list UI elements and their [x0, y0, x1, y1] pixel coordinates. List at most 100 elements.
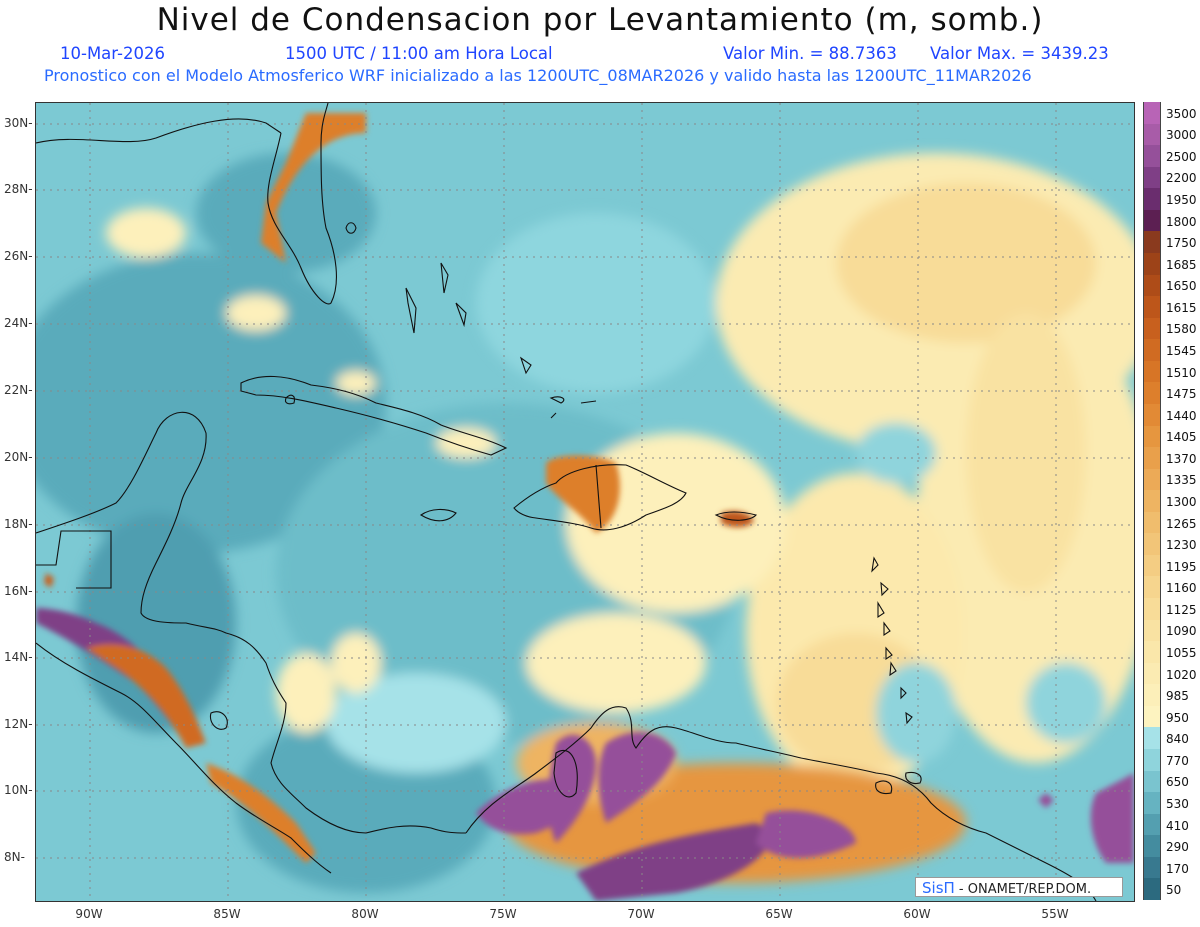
- sispi-logo: SisΠ: [922, 879, 955, 897]
- credit-box: SisΠ - ONAMET/REP.DOM.: [915, 877, 1123, 897]
- colorbar-label: 2200: [1166, 171, 1197, 186]
- colorbar-label: 770: [1166, 753, 1189, 768]
- map-title: Nivel de Condensacion por Levantamiento …: [156, 2, 1044, 38]
- colorbar-label: 1510: [1166, 365, 1197, 380]
- colorbar-label: 1265: [1166, 516, 1197, 531]
- lcl-map: [35, 102, 1135, 902]
- colorbar-swatch: [1143, 878, 1161, 901]
- colorbar-swatch: [1143, 727, 1161, 750]
- colorbar-label: 1300: [1166, 495, 1197, 509]
- colorbar-swatch: [1143, 749, 1161, 772]
- colorbar-swatch: [1143, 835, 1161, 858]
- colorbar-label: 1230: [1166, 538, 1197, 553]
- colorbar-label: 2500: [1166, 149, 1197, 164]
- map-grid: [36, 103, 1134, 901]
- colorbar-label: 1615: [1166, 300, 1197, 315]
- lat-label: 26N-: [4, 249, 33, 263]
- lon-label: 80W: [351, 907, 379, 921]
- value-max: Valor Max. = 3439.23: [930, 44, 1109, 63]
- colorbar-swatch: [1143, 511, 1161, 534]
- colorbar-label: 1475: [1166, 387, 1197, 402]
- colorbar-swatch: [1143, 360, 1161, 383]
- colorbar-label: 1750: [1166, 236, 1197, 251]
- colorbar-swatch: [1143, 209, 1161, 232]
- colorbar-swatch: [1143, 447, 1161, 470]
- lon-label: 85W: [213, 907, 241, 921]
- colorbar: [1143, 102, 1161, 901]
- colorbar-swatch: [1143, 403, 1161, 426]
- map-canvas: [36, 103, 1134, 901]
- colorbar-label: 1370: [1166, 451, 1197, 466]
- lat-label: 30N-: [4, 116, 33, 130]
- colorbar-label: 1580: [1166, 322, 1197, 337]
- colorbar-label: 170: [1166, 861, 1189, 876]
- colorbar-label: 650: [1166, 775, 1189, 790]
- colorbar-swatch: [1143, 705, 1161, 728]
- colorbar-swatch: [1143, 231, 1161, 254]
- forecast-date: 10-Mar-2026: [60, 44, 165, 63]
- colorbar-label: 1090: [1166, 624, 1197, 639]
- colorbar-swatch: [1143, 554, 1161, 577]
- colorbar-label: 1405: [1166, 430, 1197, 445]
- colorbar-label: 50: [1166, 883, 1182, 898]
- forecast-time: 1500 UTC / 11:00 am Hora Local: [285, 44, 553, 63]
- colorbar-swatch: [1143, 145, 1161, 168]
- colorbar-label: 1440: [1166, 408, 1197, 423]
- field-shading: [36, 153, 1134, 893]
- lon-label: 65W: [765, 907, 793, 921]
- colorbar-swatch: [1143, 662, 1161, 685]
- lon-label: 90W: [75, 907, 103, 921]
- colorbar-label: 985: [1166, 689, 1189, 704]
- colorbar-swatch: [1143, 166, 1161, 189]
- colorbar-swatch: [1143, 813, 1161, 836]
- colorbar-swatch: [1143, 770, 1161, 793]
- lat-label: 14N-: [4, 650, 33, 664]
- colorbar-swatch: [1143, 490, 1161, 513]
- colorbar-swatch: [1143, 317, 1161, 340]
- colorbar-swatch: [1143, 382, 1161, 405]
- colorbar-swatch: [1143, 598, 1161, 621]
- colorbar-swatch: [1143, 856, 1161, 879]
- colorbar-swatch: [1143, 188, 1161, 211]
- colorbar-label: 530: [1166, 796, 1189, 811]
- colorbar-swatch: [1143, 619, 1161, 642]
- colorbar-label: 1800: [1166, 214, 1197, 229]
- colorbar-swatch: [1143, 252, 1161, 276]
- colorbar-label: 1650: [1166, 279, 1197, 294]
- lat-label: 22N-: [4, 383, 33, 397]
- lat-label: 12N-: [4, 717, 33, 731]
- model-info: Pronostico con el Modelo Atmosferico WRF…: [44, 66, 1032, 85]
- lon-label: 55W: [1041, 907, 1069, 921]
- colorbar-label: 1685: [1166, 257, 1197, 272]
- colorbar-label: 410: [1166, 818, 1189, 833]
- colorbar-swatch: [1143, 123, 1161, 146]
- lon-label: 75W: [489, 907, 517, 921]
- colorbar-label: 1195: [1166, 559, 1197, 574]
- colorbar-label: 1545: [1166, 344, 1197, 359]
- colorbar-swatch: [1143, 296, 1161, 319]
- colorbar-swatch: [1143, 684, 1161, 707]
- colorbar-swatch: [1143, 274, 1161, 297]
- colorbar-swatch: [1143, 425, 1161, 448]
- high-values: [36, 113, 1134, 901]
- value-min: Valor Min. = 88.7363: [723, 44, 897, 63]
- colorbar-label: 3000: [1166, 128, 1197, 143]
- colorbar-label: 950: [1166, 710, 1189, 725]
- lon-label: 60W: [903, 907, 931, 921]
- colorbar-swatch: [1143, 468, 1161, 491]
- lat-label: 10N-: [4, 783, 33, 797]
- colorbar-label: 1950: [1166, 193, 1197, 208]
- lat-label: 16N-: [4, 584, 33, 598]
- colorbar-label: 840: [1166, 732, 1189, 747]
- coastlines: [36, 103, 1097, 901]
- colorbar-label: 1020: [1166, 667, 1197, 682]
- colorbar-label: 1160: [1166, 581, 1197, 596]
- colorbar-label: 290: [1166, 840, 1189, 855]
- colorbar-swatch: [1143, 641, 1161, 664]
- lat-label: 28N-: [4, 182, 33, 196]
- colorbar-swatch: [1143, 102, 1161, 125]
- lat-label: 20N-: [4, 450, 33, 464]
- colorbar-label: 1125: [1166, 602, 1197, 617]
- colorbar-swatch: [1143, 533, 1161, 556]
- colorbar-swatch: [1143, 339, 1161, 362]
